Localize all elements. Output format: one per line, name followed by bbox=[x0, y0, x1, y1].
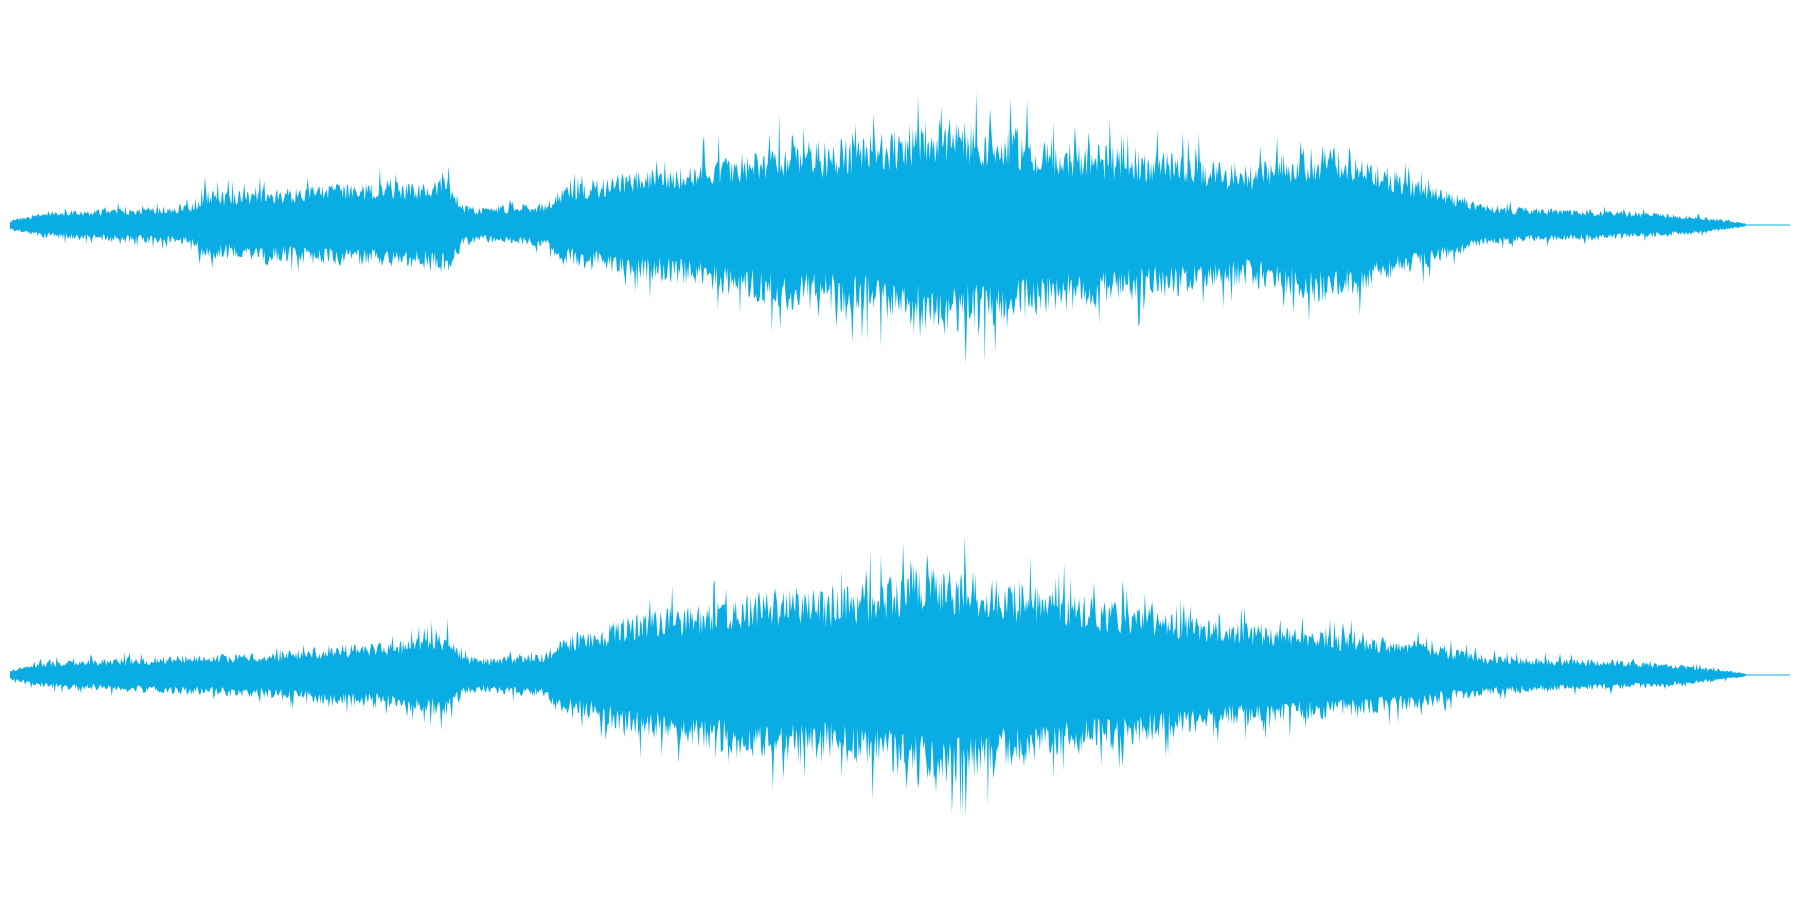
waveform-channel-2-amplitude-area bbox=[10, 535, 1746, 817]
waveform-channel-2 bbox=[10, 535, 1790, 817]
waveform-channel-1-amplitude-area bbox=[10, 91, 1746, 365]
waveform-channel-1 bbox=[10, 91, 1790, 365]
